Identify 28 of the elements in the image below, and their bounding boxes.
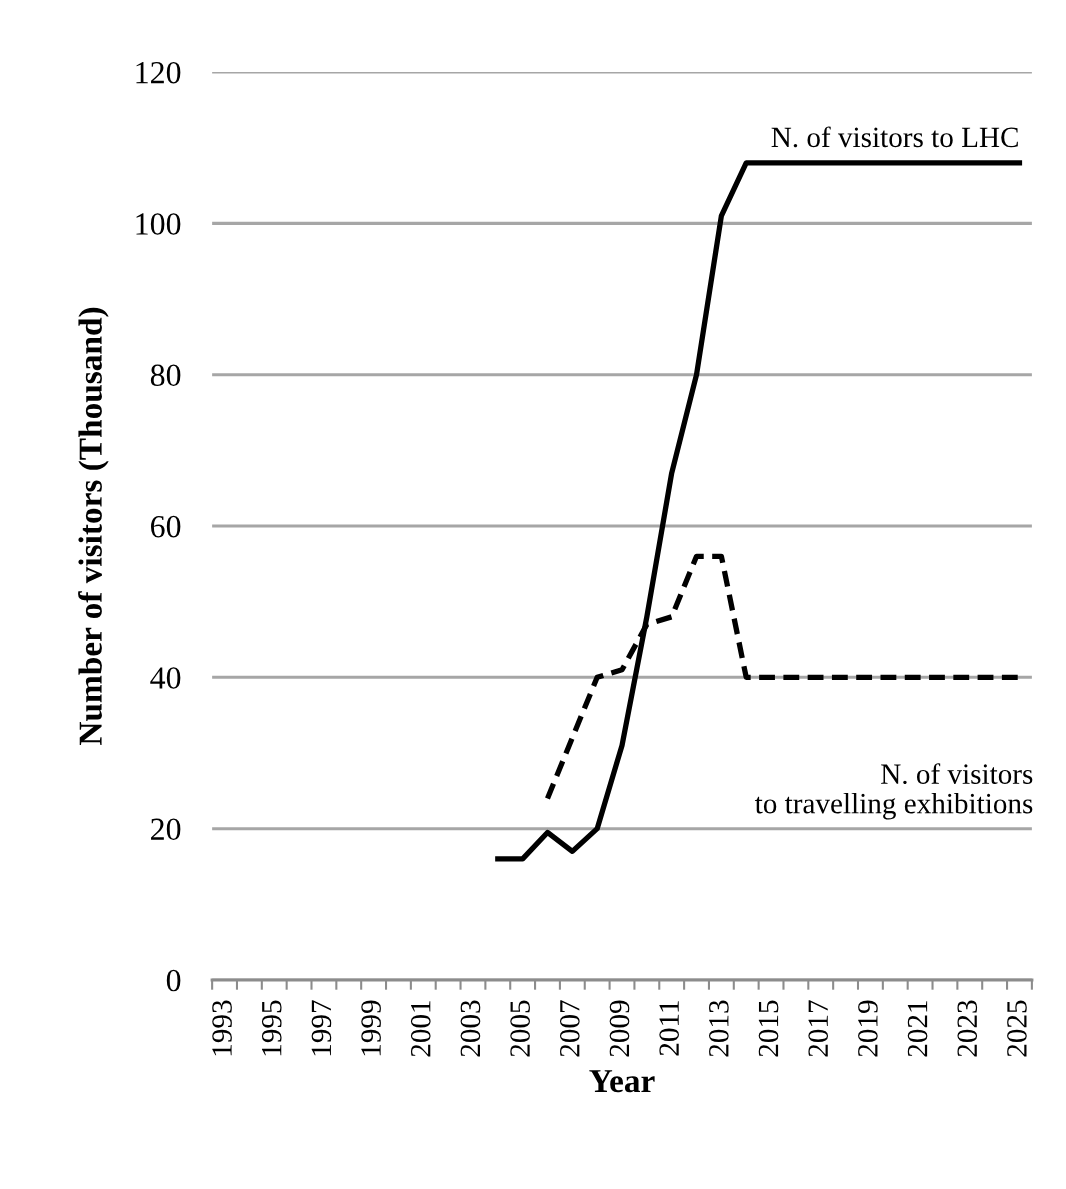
x-tick-label: 2025 [1007, 1000, 1027, 1057]
y-tick-label: 20 [151, 818, 181, 841]
x-tick-label: 2007 [559, 1000, 580, 1057]
x-tick-label: 1995 [261, 1000, 282, 1056]
x-tick-label: 2017 [808, 1000, 829, 1057]
y-tick-label: 0 [166, 969, 181, 992]
x-tick-label: 2021 [907, 1001, 928, 1057]
x-tick-label: 2013 [708, 1000, 729, 1057]
x-tick-label: 2023 [957, 1000, 978, 1057]
x-tick-label: 2009 [609, 1000, 630, 1057]
y-tick-label: 60 [151, 515, 181, 538]
y-tick-label: 120 [136, 61, 181, 84]
x-tick-label: 2019 [858, 1000, 878, 1057]
x-tick-label: 2003 [460, 1000, 481, 1057]
x-tick-label: 2005 [510, 1000, 530, 1057]
y-tick-label: 40 [150, 667, 181, 689]
x-tick-label: 1997 [311, 1000, 332, 1056]
series-label: N. of visitors to LHC [771, 126, 1018, 148]
y-axis-title: Number of visitors (Thousand) [78, 307, 109, 746]
text: N. of visitors to travelling exhibitions [754, 763, 1033, 820]
y-tick-label: 80 [150, 364, 181, 387]
x-tick-label: 1999 [361, 1000, 381, 1056]
x-tick-label: 2015 [758, 1000, 779, 1057]
x-axis-title: Year [589, 1070, 655, 1093]
x-tick-label: 2011 [659, 1001, 679, 1056]
x-tick-label: 2001 [410, 1001, 431, 1057]
y-tick-label: 100 [136, 213, 181, 235]
x-tick-label: 1993 [212, 1000, 232, 1056]
